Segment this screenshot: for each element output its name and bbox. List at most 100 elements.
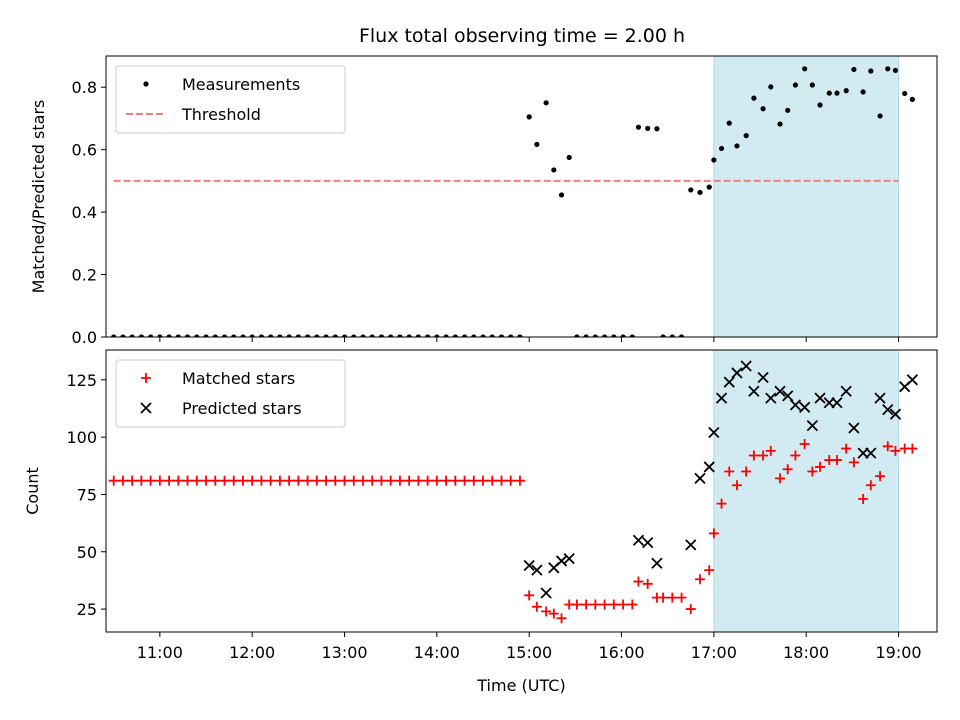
data-point: [148, 334, 154, 337]
data-point: [711, 157, 717, 163]
data-point: [602, 334, 608, 337]
data-point: [775, 473, 786, 484]
data-point: [523, 559, 535, 572]
x-tick-label: 11:00: [137, 643, 183, 662]
data-point: [508, 334, 514, 337]
data-point: [321, 475, 332, 486]
data-point: [284, 475, 295, 486]
data-point: [782, 464, 793, 475]
legend-box: [115, 65, 346, 134]
series-measurements: [111, 66, 915, 337]
data-point: [642, 578, 653, 589]
data-point: [531, 564, 543, 576]
data-point: [240, 334, 246, 337]
data-point: [413, 475, 424, 486]
data-point: [157, 334, 163, 337]
data-point: [138, 334, 144, 337]
data-point: [774, 385, 786, 397]
data-point: [758, 450, 769, 461]
data-point: [848, 457, 859, 468]
data-point: [792, 82, 799, 88]
data-point: [498, 334, 505, 337]
data-point: [718, 145, 725, 152]
x-tick-label: 19:00: [875, 643, 921, 662]
data-point: [629, 334, 635, 337]
data-point: [210, 475, 221, 486]
data-point: [286, 334, 292, 337]
axes-frame: [105, 55, 938, 338]
data-point: [394, 475, 405, 486]
data-point: [136, 475, 147, 486]
data-point: [882, 403, 894, 416]
data-point: [231, 334, 237, 337]
data-point: [875, 471, 886, 482]
data-point: [367, 475, 378, 486]
data-point: [311, 475, 322, 486]
data-point: [865, 480, 876, 491]
data-point: [731, 367, 743, 379]
data-point: [815, 461, 826, 472]
data-point: [851, 66, 857, 73]
data-point: [425, 334, 431, 337]
data-point: [751, 95, 757, 101]
series-predicted-stars: [523, 360, 919, 599]
data-point: [332, 334, 338, 337]
data-point: [809, 82, 815, 88]
data-point: [608, 599, 619, 610]
data-point: [443, 334, 449, 337]
chart-title: Flux total observing time = 2.00 h: [359, 25, 685, 47]
data-point: [540, 587, 552, 599]
y-tick-label: 75: [77, 485, 97, 504]
y-tick-label: 25: [77, 600, 97, 619]
data-point: [129, 334, 135, 337]
data-point: [487, 475, 498, 486]
data-point: [175, 334, 181, 337]
data-point: [468, 475, 479, 486]
legend-key: [141, 373, 151, 383]
data-point: [688, 187, 694, 193]
data-point: [351, 334, 357, 337]
data-point: [807, 466, 818, 477]
data-point: [790, 450, 801, 461]
y-axis-label: Matched/Predicted stars: [29, 100, 48, 294]
data-point: [741, 466, 752, 477]
data-point: [164, 475, 175, 486]
data-point: [571, 599, 582, 610]
data-point: [304, 334, 311, 337]
data-point: [760, 106, 766, 112]
data-point: [563, 552, 575, 565]
data-point: [678, 334, 685, 337]
data-point: [182, 475, 193, 486]
data-point: [703, 461, 715, 473]
y-tick-label: 0.8: [72, 78, 97, 97]
data-point: [459, 475, 470, 486]
data-point: [841, 443, 852, 454]
data-point: [406, 334, 412, 337]
data-point: [330, 475, 341, 486]
data-point: [514, 475, 525, 486]
data-point: [642, 536, 654, 549]
data-point: [726, 120, 732, 126]
y-tick-label: 0.4: [72, 203, 97, 222]
data-point: [295, 334, 301, 337]
data-point: [219, 475, 230, 486]
data-point: [817, 102, 823, 108]
data-point: [704, 565, 715, 576]
data-point: [777, 121, 783, 127]
data-point: [247, 475, 258, 486]
data-point: [877, 113, 883, 119]
data-point: [583, 334, 589, 337]
count-panel: 25 50 75 100 125 11:00 12:00 13:00 14:00 15:00 16:…: [23, 349, 938, 695]
data-point: [611, 334, 617, 337]
data-point: [480, 334, 486, 337]
y-axis-label: Count: [23, 467, 42, 515]
data-point: [620, 334, 626, 337]
data-point: [422, 475, 433, 486]
data-point: [478, 475, 489, 486]
data-point: [660, 334, 666, 337]
data-point: [369, 334, 375, 337]
data-point: [434, 334, 440, 337]
data-point: [534, 141, 540, 147]
data-point: [274, 475, 285, 486]
data-point: [265, 475, 276, 486]
